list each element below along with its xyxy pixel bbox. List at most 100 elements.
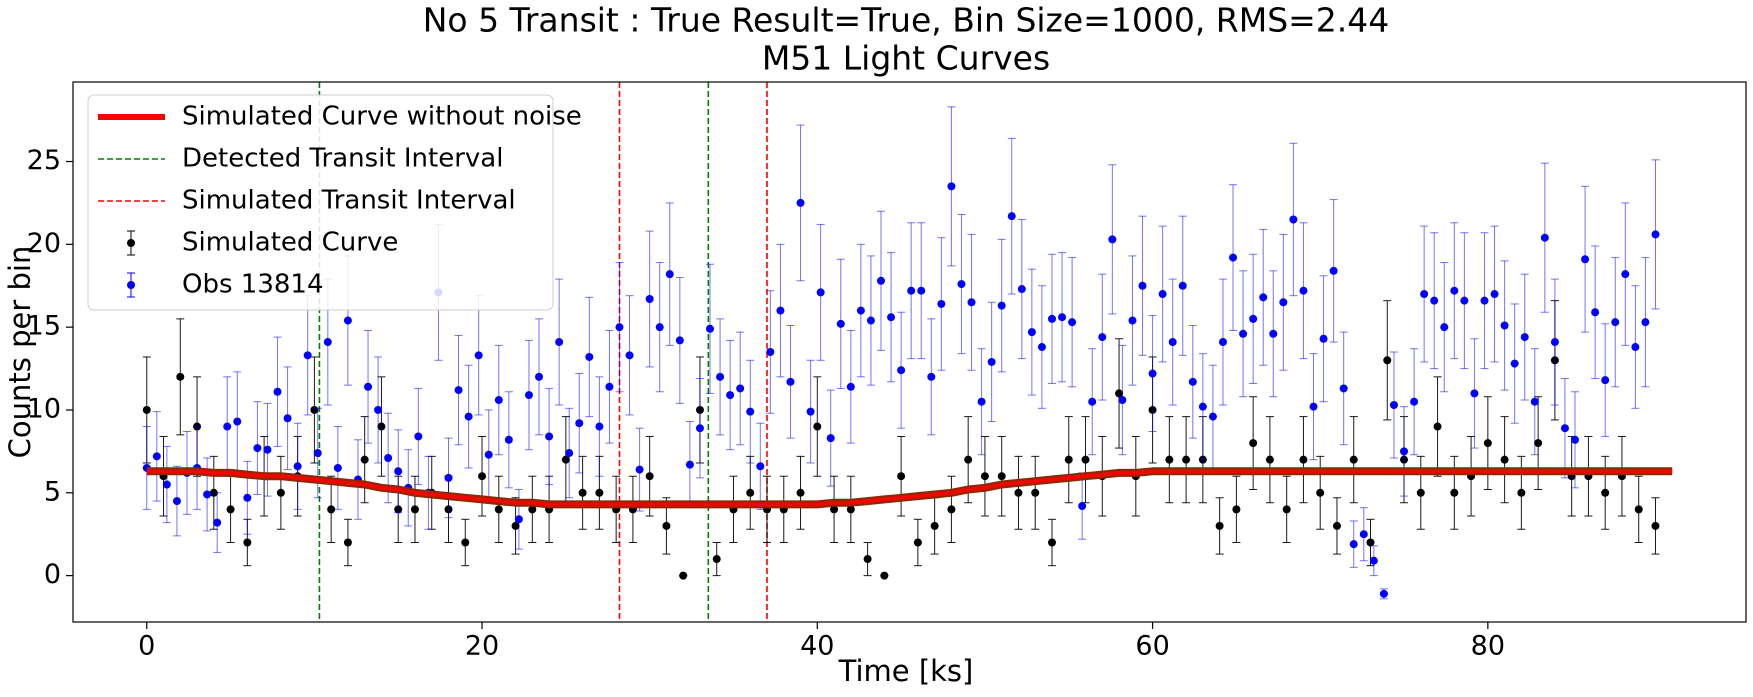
point (223, 422, 232, 431)
point (1128, 316, 1137, 325)
y-axis-label: Counts per bin (3, 246, 37, 459)
point (1470, 389, 1479, 398)
point (1517, 488, 1526, 497)
point (685, 460, 694, 469)
point (615, 323, 624, 332)
point (662, 521, 671, 530)
point (1601, 488, 1610, 497)
point (1115, 389, 1124, 398)
point (866, 316, 875, 325)
legend-label: Simulated Transit Interval (182, 186, 516, 216)
point (776, 306, 785, 315)
point (333, 463, 342, 472)
point (1611, 318, 1620, 327)
point (756, 462, 765, 471)
point (303, 351, 312, 360)
point (947, 505, 956, 514)
x-tick-label: 80 (1471, 631, 1505, 662)
point (1148, 369, 1157, 378)
point (1339, 384, 1348, 393)
point (176, 372, 185, 381)
point (836, 319, 845, 328)
point (1383, 356, 1392, 365)
point (957, 280, 966, 289)
model-line (146, 469, 1673, 507)
point (555, 338, 564, 347)
point (964, 455, 973, 464)
point (1249, 314, 1258, 323)
point (1379, 589, 1388, 598)
point (565, 449, 574, 458)
point (226, 505, 235, 514)
point (1218, 338, 1227, 347)
point (273, 387, 282, 396)
point (746, 488, 755, 497)
point (1420, 290, 1429, 299)
point (243, 538, 252, 547)
point (364, 382, 373, 391)
point (927, 372, 936, 381)
point (1634, 505, 1643, 514)
point (987, 357, 996, 366)
point (1359, 530, 1368, 539)
point (863, 555, 872, 564)
point (645, 472, 654, 481)
point (897, 472, 906, 481)
point (1631, 343, 1640, 352)
point (535, 372, 544, 381)
point (1349, 455, 1358, 464)
point (1490, 290, 1499, 299)
point (1007, 212, 1016, 221)
point (343, 316, 352, 325)
point (1430, 296, 1439, 305)
point (484, 450, 493, 459)
point (1349, 540, 1358, 549)
point (1182, 455, 1191, 464)
point (877, 276, 886, 285)
point (478, 472, 487, 481)
point (947, 182, 956, 191)
point (716, 372, 725, 381)
point (980, 472, 989, 481)
point (1138, 281, 1147, 290)
point (897, 366, 906, 375)
point (1058, 313, 1067, 322)
point (1369, 556, 1378, 565)
point (1282, 505, 1291, 514)
point (1651, 230, 1660, 239)
y-tick-label: 5 (44, 476, 61, 507)
point (561, 455, 570, 464)
point (310, 405, 319, 414)
point (1433, 422, 1442, 431)
point (494, 505, 503, 514)
point (263, 445, 272, 454)
point (1601, 376, 1610, 385)
x-tick-label: 40 (800, 631, 834, 662)
point (595, 488, 604, 497)
point (796, 488, 805, 497)
point (1037, 343, 1046, 352)
point (1088, 397, 1097, 406)
point (665, 270, 674, 279)
point (1168, 338, 1177, 347)
point (826, 434, 835, 443)
point (203, 490, 212, 499)
legend-swatch (127, 239, 135, 247)
point (233, 417, 242, 426)
point (374, 405, 383, 414)
point (655, 323, 664, 332)
point (283, 414, 292, 423)
chart-title: No 5 Transit : True Result=True, Bin Siz… (423, 1, 1390, 40)
point (1289, 215, 1298, 224)
y-tick-label: 0 (44, 559, 61, 590)
point (410, 505, 419, 514)
legend-label: Simulated Curve without noise (182, 102, 582, 132)
point (1483, 439, 1492, 448)
plot-frame (72, 81, 1747, 623)
point (1450, 488, 1459, 497)
point (514, 515, 523, 524)
point (1329, 266, 1338, 275)
point (1158, 290, 1167, 299)
point (1165, 455, 1174, 464)
point (1299, 286, 1308, 295)
